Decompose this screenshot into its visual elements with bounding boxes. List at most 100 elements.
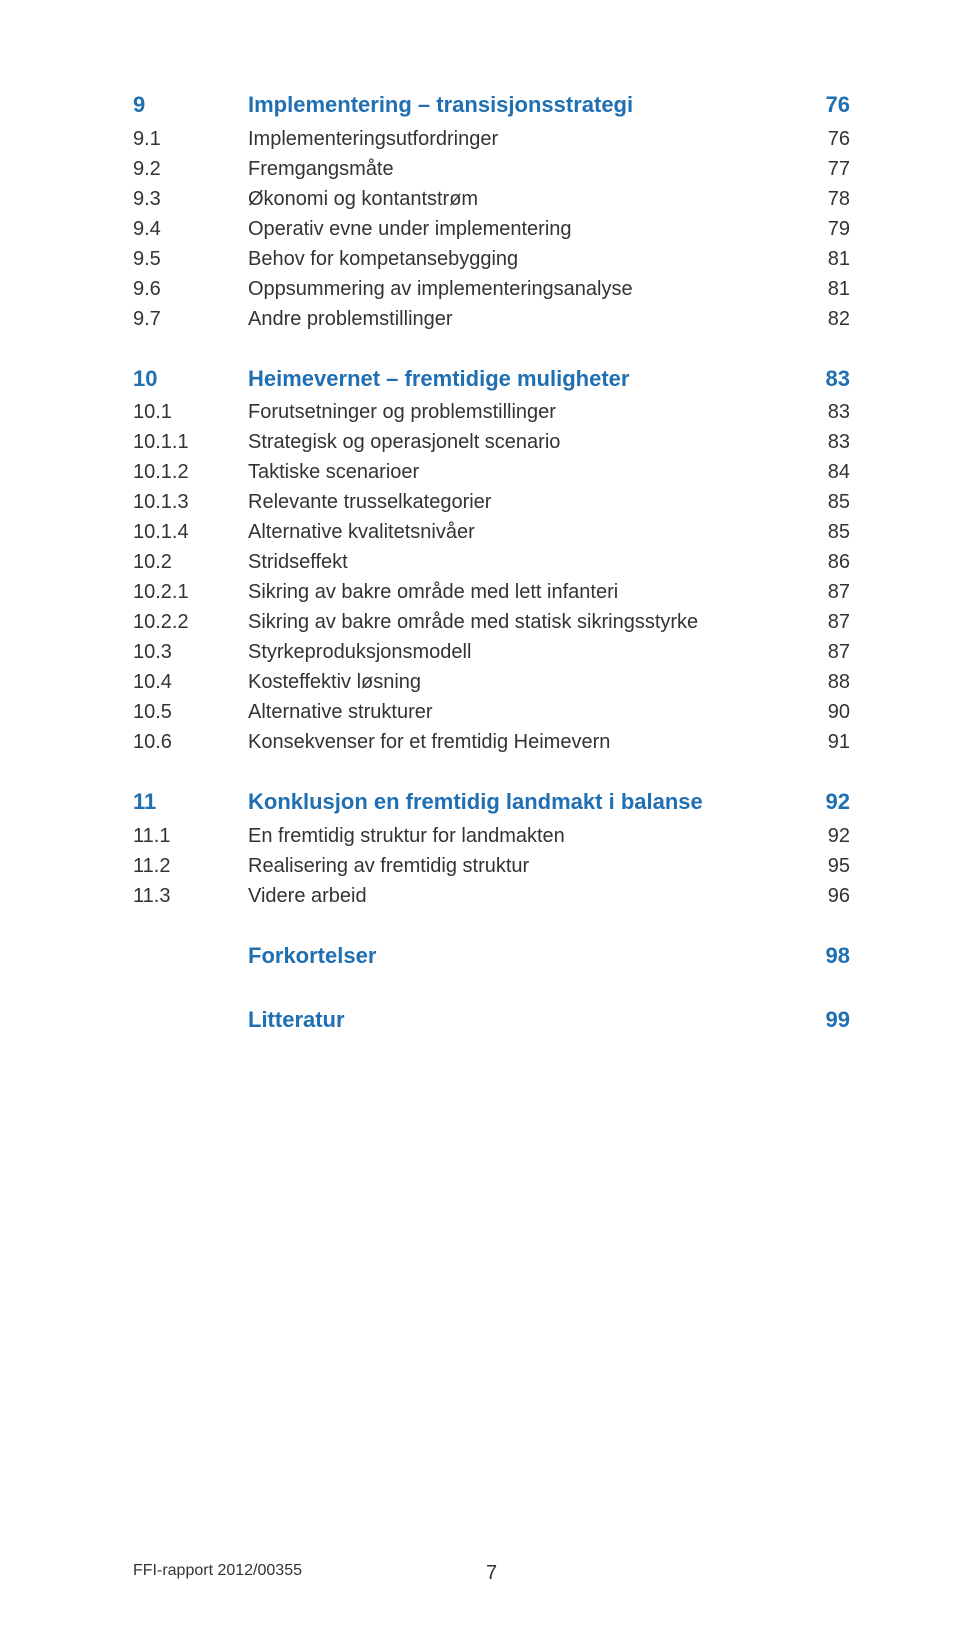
toc-row: 9.4 Operativ evne under implementering 7… <box>133 216 850 243</box>
section-gap <box>133 977 850 1005</box>
toc-row: 10.2 Stridseffekt 86 <box>133 549 850 576</box>
toc-heading-row: Litteratur 99 <box>133 1005 850 1035</box>
toc-number: 11.1 <box>133 825 248 848</box>
toc-row: 10.3 Styrkeproduksjonsmodell 87 <box>133 639 850 666</box>
toc-heading-row: 10 Heimevernet – fremtidige muligheter 8… <box>133 364 850 394</box>
toc-row: 11.1 En fremtidig struktur for landmakte… <box>133 823 850 850</box>
toc-page: 78 <box>800 188 850 211</box>
toc-page: 84 <box>800 461 850 484</box>
section-gap <box>133 336 850 364</box>
toc-number: 9.3 <box>133 188 248 211</box>
toc-heading-row: 11 Konklusjon en fremtidig landmakt i ba… <box>133 787 850 817</box>
toc-page: 87 <box>800 641 850 664</box>
toc-page: 90 <box>800 701 850 724</box>
toc-title: Implementering – transisjonsstrategi <box>248 90 800 120</box>
toc-title: Stridseffekt <box>248 549 800 576</box>
toc-title: Videre arbeid <box>248 883 800 910</box>
toc-page: 87 <box>800 581 850 604</box>
toc-row: 10.2.2 Sikring av bakre område med stati… <box>133 609 850 636</box>
toc-title: Heimevernet – fremtidige muligheter <box>248 364 800 394</box>
toc-page: 76 <box>800 92 850 118</box>
toc-title: Alternative strukturer <box>248 699 800 726</box>
section-gap <box>133 913 850 941</box>
toc-number: 10.3 <box>133 641 248 664</box>
toc-row: 10.1.2 Taktiske scenarioer 84 <box>133 459 850 486</box>
toc-row: 10.1 Forutsetninger og problemstillinger… <box>133 399 850 426</box>
toc-number: 10.1.3 <box>133 491 248 514</box>
toc-title: En fremtidig struktur for landmakten <box>248 823 800 850</box>
toc-number: 9.5 <box>133 248 248 271</box>
toc-number: 10.5 <box>133 701 248 724</box>
toc-page: 85 <box>800 491 850 514</box>
toc-title: Implementeringsutfordringer <box>248 126 800 153</box>
toc-row: 10.1.3 Relevante trusselkategorier 85 <box>133 489 850 516</box>
toc-number: 10.1.1 <box>133 431 248 454</box>
toc-page: 98 <box>800 943 850 969</box>
toc-title: Sikring av bakre område med statisk sikr… <box>248 609 800 636</box>
toc-page: 76 <box>800 128 850 151</box>
toc-number: 9.2 <box>133 158 248 181</box>
toc-page: 82 <box>800 308 850 331</box>
toc-number: 9.4 <box>133 218 248 241</box>
toc-number: 10.1.4 <box>133 521 248 544</box>
page-footer: FFI-rapport 2012/00355 7 <box>133 1562 850 1580</box>
toc-title: Andre problemstillinger <box>248 306 800 333</box>
toc-title: Litteratur <box>248 1005 800 1035</box>
section-gap <box>133 759 850 787</box>
toc-number: 9.1 <box>133 128 248 151</box>
toc-number: 9 <box>133 92 248 118</box>
toc-title: Relevante trusselkategorier <box>248 489 800 516</box>
toc-page: 87 <box>800 611 850 634</box>
toc-page: 99 <box>800 1007 850 1033</box>
toc-row: 9.6 Oppsummering av implementeringsanaly… <box>133 276 850 303</box>
document-page: 9 Implementering – transisjonsstrategi 7… <box>0 0 960 1642</box>
toc-page: 83 <box>800 366 850 392</box>
toc-page: 92 <box>800 825 850 848</box>
toc-title: Oppsummering av implementeringsanalyse <box>248 276 800 303</box>
toc-page: 83 <box>800 431 850 454</box>
toc-page: 91 <box>800 731 850 754</box>
toc-page: 92 <box>800 789 850 815</box>
toc-page: 77 <box>800 158 850 181</box>
toc-row: 9.1 Implementeringsutfordringer 76 <box>133 126 850 153</box>
toc-title: Styrkeproduksjonsmodell <box>248 639 800 666</box>
toc-title: Alternative kvalitetsnivåer <box>248 519 800 546</box>
toc-row: 10.1.1 Strategisk og operasjonelt scenar… <box>133 429 850 456</box>
toc-number: 10.2.2 <box>133 611 248 634</box>
toc-title: Behov for kompetansebygging <box>248 246 800 273</box>
toc-number: 10.2.1 <box>133 581 248 604</box>
toc-row: 11.2 Realisering av fremtidig struktur 9… <box>133 853 850 880</box>
toc-page: 83 <box>800 401 850 424</box>
toc-row: 10.5 Alternative strukturer 90 <box>133 699 850 726</box>
toc-number: 9.6 <box>133 278 248 301</box>
toc-row: 9.7 Andre problemstillinger 82 <box>133 306 850 333</box>
toc-title: Kosteffektiv løsning <box>248 669 800 696</box>
toc-row: 10.4 Kosteffektiv løsning 88 <box>133 669 850 696</box>
toc-title: Strategisk og operasjonelt scenario <box>248 429 800 456</box>
toc-page: 96 <box>800 885 850 908</box>
toc-title: Operativ evne under implementering <box>248 216 800 243</box>
toc-page: 88 <box>800 671 850 694</box>
toc-row: 9.3 Økonomi og kontantstrøm 78 <box>133 186 850 213</box>
toc-number: 11.3 <box>133 885 248 908</box>
toc-number: 10.4 <box>133 671 248 694</box>
toc-row: 11.3 Videre arbeid 96 <box>133 883 850 910</box>
toc-row: 10.1.4 Alternative kvalitetsnivåer 85 <box>133 519 850 546</box>
toc-title: Økonomi og kontantstrøm <box>248 186 800 213</box>
toc-page: 86 <box>800 551 850 574</box>
toc-number: 10.6 <box>133 731 248 754</box>
toc-number: 10 <box>133 366 248 392</box>
toc-title: Fremgangsmåte <box>248 156 800 183</box>
toc-row: 10.6 Konsekvenser for et fremtidig Heime… <box>133 729 850 756</box>
toc-number: 10.1.2 <box>133 461 248 484</box>
footer-page-number: 7 <box>486 1562 497 1585</box>
toc-page: 85 <box>800 521 850 544</box>
toc-number: 10.2 <box>133 551 248 574</box>
toc-row: 10.2.1 Sikring av bakre område med lett … <box>133 579 850 606</box>
footer-report-id: FFI-rapport 2012/00355 <box>133 1562 302 1580</box>
toc-title: Forkortelser <box>248 941 800 971</box>
toc-title: Sikring av bakre område med lett infante… <box>248 579 800 606</box>
toc-number: 10.1 <box>133 401 248 424</box>
toc-title: Forutsetninger og problemstillinger <box>248 399 800 426</box>
toc-number: 9.7 <box>133 308 248 331</box>
